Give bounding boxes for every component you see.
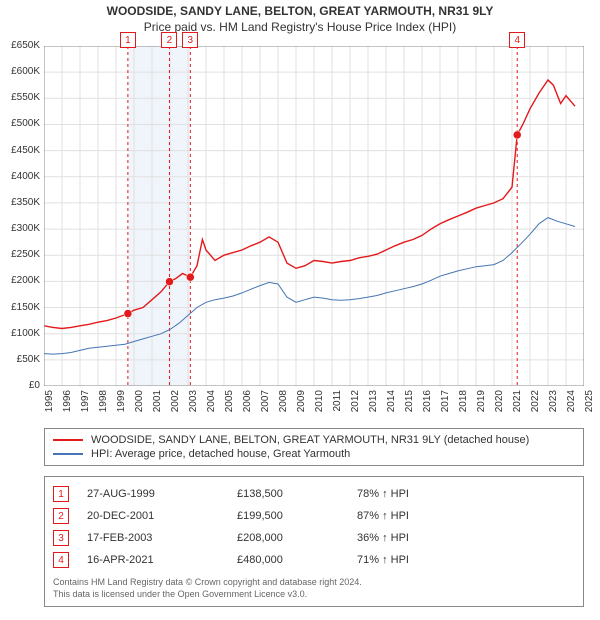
x-tick-label: 2003 <box>188 390 199 430</box>
sale-marker: 1 <box>53 486 69 502</box>
sale-flag: 1 <box>120 32 136 48</box>
sale-date: 16-APR-2021 <box>87 554 237 566</box>
y-tick-label: £100K <box>2 328 40 339</box>
footer-line1: Contains HM Land Registry data © Crown c… <box>53 577 575 589</box>
sale-hpi: 71% ↑ HPI <box>357 554 467 566</box>
sale-date: 20-DEC-2001 <box>87 510 237 522</box>
footer-text: Contains HM Land Registry data © Crown c… <box>53 571 575 600</box>
x-tick-label: 2017 <box>440 390 451 430</box>
legend-row: WOODSIDE, SANDY LANE, BELTON, GREAT YARM… <box>53 433 575 447</box>
x-tick-label: 1996 <box>62 390 73 430</box>
y-tick-label: £300K <box>2 223 40 234</box>
x-tick-label: 2011 <box>332 390 343 430</box>
x-tick-label: 2022 <box>530 390 541 430</box>
x-tick-label: 2002 <box>170 390 181 430</box>
legend-label: WOODSIDE, SANDY LANE, BELTON, GREAT YARM… <box>91 434 529 446</box>
sale-marker: 3 <box>53 530 69 546</box>
sale-hpi: 36% ↑ HPI <box>357 532 467 544</box>
y-tick-label: £0 <box>2 380 40 391</box>
x-tick-label: 2009 <box>296 390 307 430</box>
x-tick-label: 2019 <box>476 390 487 430</box>
sale-date: 17-FEB-2003 <box>87 532 237 544</box>
y-tick-label: £350K <box>2 197 40 208</box>
x-tick-label: 2025 <box>584 390 595 430</box>
x-tick-label: 2014 <box>386 390 397 430</box>
sale-flag: 2 <box>161 32 177 48</box>
x-tick-label: 2023 <box>548 390 559 430</box>
sale-price: £199,500 <box>237 510 357 522</box>
sale-flag: 4 <box>509 32 525 48</box>
legend-box: WOODSIDE, SANDY LANE, BELTON, GREAT YARM… <box>44 428 584 466</box>
x-tick-label: 1997 <box>80 390 91 430</box>
sale-price: £208,000 <box>237 532 357 544</box>
sales-table: 1 27-AUG-1999£138,50078% ↑ HPI 2 20-DEC-200… <box>44 476 584 607</box>
legend-row: HPI: Average price, detached house, Grea… <box>53 447 575 461</box>
x-tick-label: 2021 <box>512 390 523 430</box>
sale-marker: 4 <box>53 552 69 568</box>
x-tick-label: 2012 <box>350 390 361 430</box>
footer-line2: This data is licensed under the Open Gov… <box>53 589 575 601</box>
y-tick-label: £450K <box>2 145 40 156</box>
sale-row: 3 17-FEB-2003£208,00036% ↑ HPI <box>53 527 575 549</box>
x-tick-label: 2013 <box>368 390 379 430</box>
sale-row: 4 16-APR-2021£480,00071% ↑ HPI <box>53 549 575 571</box>
y-tick-label: £650K <box>2 40 40 51</box>
y-tick-label: £550K <box>2 92 40 103</box>
title-block: WOODSIDE, SANDY LANE, BELTON, GREAT YARM… <box>0 0 600 34</box>
x-tick-label: 2001 <box>152 390 163 430</box>
x-tick-label: 1999 <box>116 390 127 430</box>
y-tick-label: £600K <box>2 66 40 77</box>
x-tick-label: 1995 <box>44 390 55 430</box>
chart-svg <box>44 46 584 386</box>
chart-area: £0£50K£100K£150K£200K£250K£300K£350K£400… <box>44 46 584 386</box>
x-tick-label: 2008 <box>278 390 289 430</box>
sale-flag: 3 <box>182 32 198 48</box>
sale-row: 2 20-DEC-2001£199,50087% ↑ HPI <box>53 505 575 527</box>
x-tick-label: 2024 <box>566 390 577 430</box>
y-tick-label: £250K <box>2 249 40 260</box>
sale-hpi: 78% ↑ HPI <box>357 488 467 500</box>
x-tick-label: 2004 <box>206 390 217 430</box>
x-tick-label: 2018 <box>458 390 469 430</box>
sale-row: 1 27-AUG-1999£138,50078% ↑ HPI <box>53 483 575 505</box>
x-tick-label: 2007 <box>260 390 271 430</box>
y-tick-label: £400K <box>2 171 40 182</box>
legend-swatch <box>53 439 83 441</box>
sale-price: £138,500 <box>237 488 357 500</box>
y-tick-label: £150K <box>2 302 40 313</box>
title-main: WOODSIDE, SANDY LANE, BELTON, GREAT YARM… <box>0 4 600 18</box>
y-tick-label: £500K <box>2 118 40 129</box>
sale-hpi: 87% ↑ HPI <box>357 510 467 522</box>
x-tick-label: 2000 <box>134 390 145 430</box>
y-tick-label: £200K <box>2 275 40 286</box>
sale-date: 27-AUG-1999 <box>87 488 237 500</box>
legend-label: HPI: Average price, detached house, Grea… <box>91 448 350 460</box>
x-tick-label: 2010 <box>314 390 325 430</box>
sale-marker: 2 <box>53 508 69 524</box>
x-tick-label: 2020 <box>494 390 505 430</box>
x-tick-label: 2006 <box>242 390 253 430</box>
y-tick-label: £50K <box>2 354 40 365</box>
legend-swatch <box>53 453 83 455</box>
x-tick-label: 2005 <box>224 390 235 430</box>
sale-price: £480,000 <box>237 554 357 566</box>
x-tick-label: 2015 <box>404 390 415 430</box>
x-tick-label: 2016 <box>422 390 433 430</box>
x-tick-label: 1998 <box>98 390 109 430</box>
